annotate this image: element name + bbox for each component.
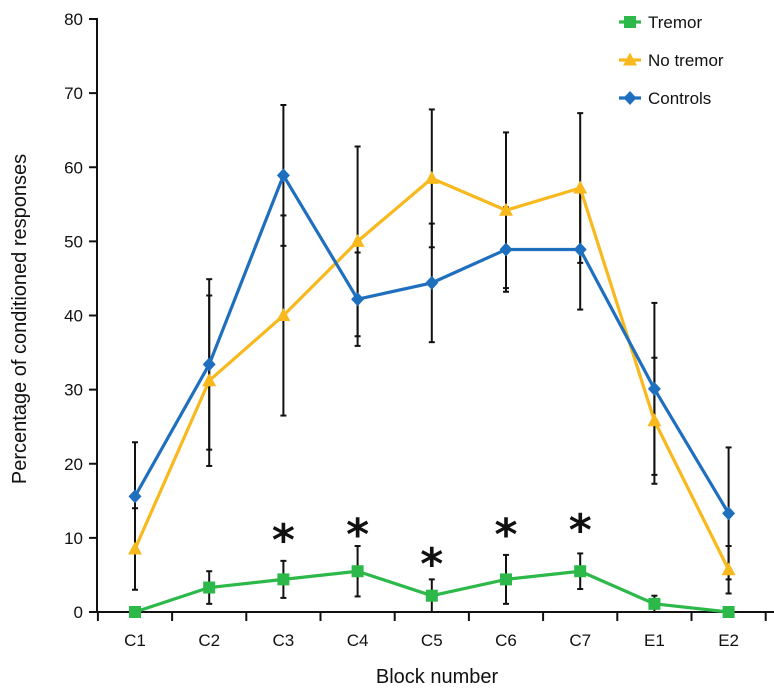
y-tick-label: 0 (74, 603, 83, 622)
data-point-controls (202, 357, 216, 372)
x-tick-label: C5 (421, 631, 443, 650)
x-ticks: C1 C2 C3 C4 C5 C6 C7 E1 E2 (96, 612, 767, 650)
legend-marker-controls (623, 91, 637, 105)
data-point-no-tremor (276, 308, 291, 321)
data-point-no-tremor (721, 562, 736, 576)
legend-label-no-tremor: No tremor (648, 51, 724, 70)
data-point-tremor (129, 606, 141, 618)
series-markers (128, 168, 736, 618)
y-tick-label: 80 (64, 10, 83, 29)
legend-marker-no-tremor (623, 52, 637, 66)
data-point-controls (647, 381, 661, 396)
x-tick-label: C6 (495, 631, 517, 650)
data-point-tremor (351, 565, 364, 578)
y-tick-label: 60 (64, 158, 83, 177)
x-axis-title: Block number (376, 666, 499, 688)
data-point-tremor (648, 597, 661, 610)
legend-label-controls: Controls (648, 89, 711, 108)
x-tick-label: C4 (347, 631, 369, 650)
significance-star: * (569, 505, 592, 556)
x-tick-label: E2 (718, 631, 739, 650)
data-point-no-tremor (647, 413, 662, 427)
x-tick-label: C1 (124, 631, 146, 650)
y-axis-title: Percentage of conditioned responses (9, 154, 31, 484)
data-point-tremor (425, 589, 438, 602)
data-point-tremor (500, 573, 512, 586)
significance-star: * (494, 510, 517, 561)
data-point-controls (722, 506, 736, 521)
data-point-controls (276, 168, 290, 183)
y-tick-label: 50 (64, 232, 83, 251)
legend-marker-tremor (624, 16, 636, 28)
x-tick-label: C2 (198, 631, 220, 650)
legend: Tremor No tremor Controls (619, 13, 724, 108)
legend-label-tremor: Tremor (648, 13, 702, 32)
data-point-controls (573, 242, 587, 257)
significance-star: * (272, 515, 295, 566)
y-tick-label: 30 (64, 381, 83, 400)
data-point-controls (499, 242, 513, 257)
data-point-no-tremor (350, 233, 365, 247)
x-tick-label: C3 (273, 631, 295, 650)
y-tick-label: 40 (64, 307, 83, 326)
data-point-tremor (203, 581, 216, 594)
data-point-no-tremor (499, 202, 513, 216)
data-point-controls (351, 292, 365, 307)
data-point-no-tremor (573, 180, 588, 194)
data-point-tremor (277, 573, 290, 586)
x-tick-label: E1 (644, 631, 665, 650)
y-tick-label: 20 (64, 455, 83, 474)
significance-annotations: * * * * * (272, 505, 592, 590)
y-ticks: 0 10 20 30 40 50 60 70 80 (64, 10, 97, 622)
data-point-no-tremor (424, 170, 439, 184)
x-tick-label: C7 (569, 631, 591, 650)
data-point-controls (425, 275, 439, 290)
data-point-tremor (722, 606, 735, 618)
data-point-no-tremor (202, 373, 217, 387)
significance-star: * (346, 510, 369, 561)
y-tick-label: 10 (64, 529, 83, 548)
data-point-no-tremor (128, 541, 142, 555)
data-point-tremor (574, 565, 587, 578)
data-point-controls (128, 489, 142, 504)
y-tick-label: 70 (64, 84, 83, 103)
significance-star: * (420, 539, 443, 590)
